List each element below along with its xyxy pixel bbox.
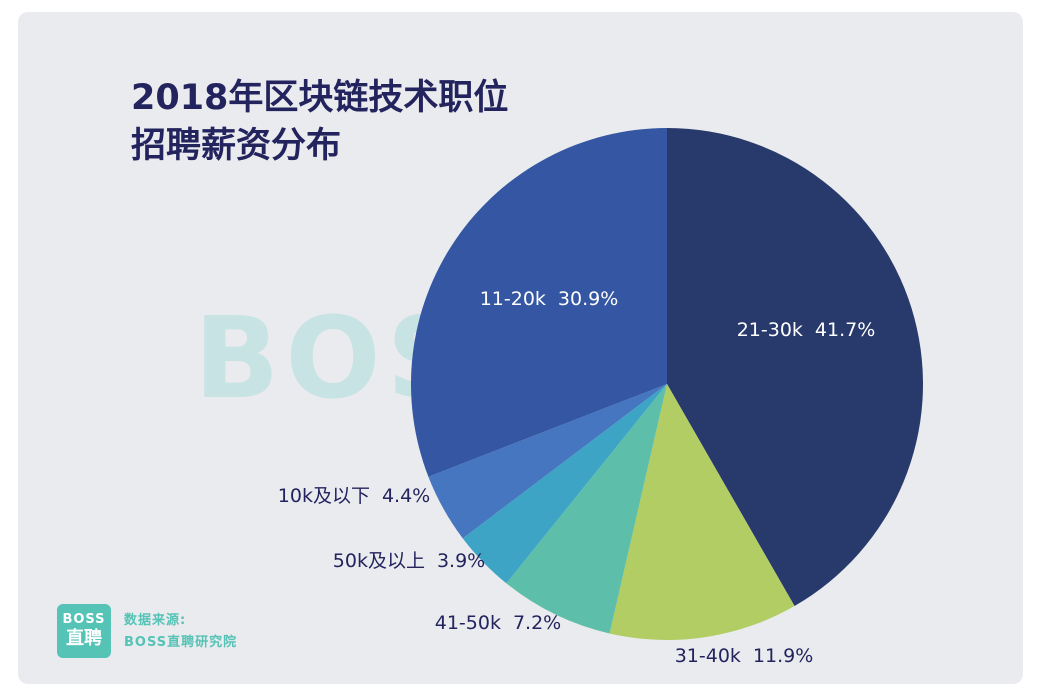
slice-value-label: 11.9% [753,645,813,667]
slice-value-label: 7.2% [513,612,561,634]
pie-chart: 21-30k 41.7% 31-40k 11.9% 41-50k 7.2% 50k及以上 3.… [278,128,923,667]
slice-category-label: 10k及以下 [278,485,370,507]
source-logo-line1: BOSS [62,612,106,627]
slice-value-label: 4.4% [382,485,430,507]
slice-value-label: 41.7% [815,319,875,341]
slice-label-31-40k: 31-40k 11.9% [675,645,814,667]
data-source-name: BOSS直聘研究院 [124,635,238,650]
slice-label-41-50k: 41-50k 7.2% [435,612,562,634]
slice-category-label: 11-20k [480,288,546,310]
pie-slice-10k及以下 [428,384,667,539]
pie-labels: 21-30k 41.7% 31-40k 11.9% 41-50k 7.2% 50k及以上 3.… [278,288,876,667]
pie-slice-21-30k [667,128,923,606]
pie-slice-50k及以上 [462,384,667,584]
slice-label-50k及以上: 50k及以上 3.9% [333,550,485,572]
pie-slices [411,128,923,640]
chart-card: BOSS直聘 2018年区块链技术职位 招聘薪资分布 21-30k 41.7% 31… [18,12,1023,684]
source-logo: BOSS 直聘 [57,604,111,658]
slice-category-label: 50k及以上 [333,550,425,572]
pie-slice-11-20k [411,128,667,477]
pie-slice-31-40k [609,384,795,640]
chart-title-line2: 招聘薪资分布 [131,126,342,166]
slice-value-label: 3.9% [437,550,485,572]
slice-category-label: 31-40k [675,645,741,667]
slice-category-label: 21-30k [737,319,803,341]
pie-slice-41-50k [506,384,667,634]
slice-label-21-30k: 21-30k 41.7% [737,319,876,341]
slice-label-11-20k: 11-20k 30.9% [480,288,619,310]
slice-category-label: 41-50k [435,612,501,634]
slice-label-10k及以下: 10k及以下 4.4% [278,485,430,507]
data-source: 数据来源: BOSS直聘研究院 [124,610,237,654]
data-source-label: 数据来源: [124,613,187,628]
chart-title-line1: 2018年区块链技术职位 [131,78,509,118]
slice-value-label: 30.9% [558,288,618,310]
chart-title: 2018年区块链技术职位 招聘薪资分布 [131,74,508,170]
source-logo-line2: 直聘 [66,628,102,649]
